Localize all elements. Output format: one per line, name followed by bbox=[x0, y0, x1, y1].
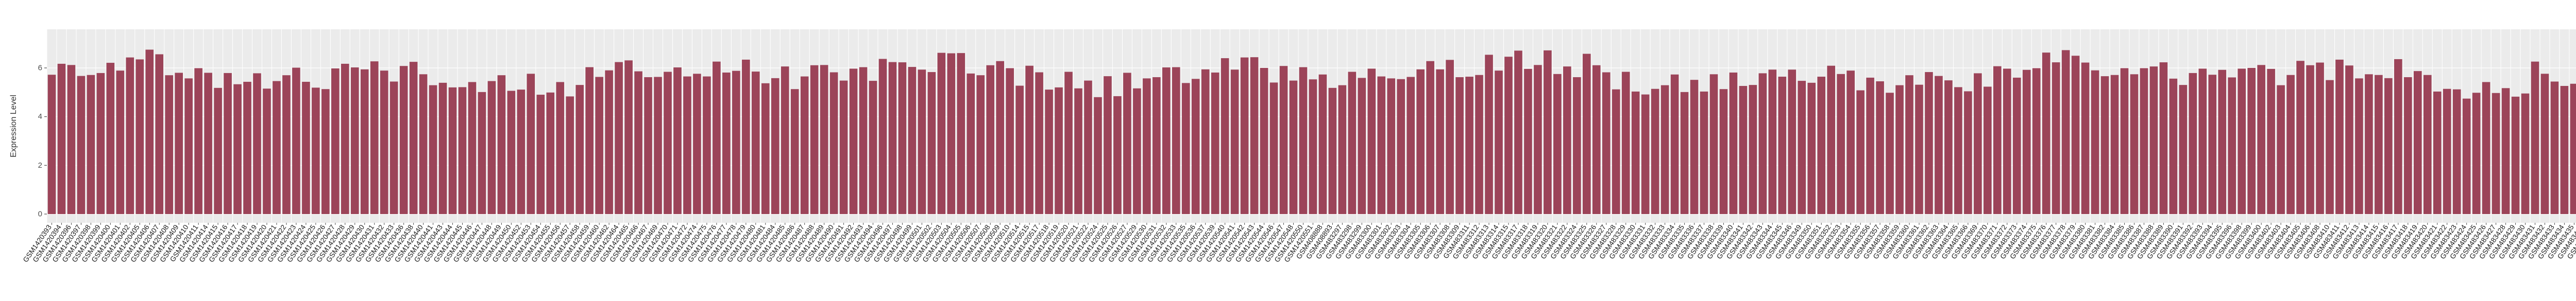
svg-text:Expression Level: Expression Level bbox=[9, 95, 18, 157]
svg-text:0: 0 bbox=[38, 210, 42, 219]
svg-text:2: 2 bbox=[38, 161, 42, 170]
svg-text:6: 6 bbox=[38, 64, 42, 73]
svg-text:4: 4 bbox=[38, 112, 42, 121]
